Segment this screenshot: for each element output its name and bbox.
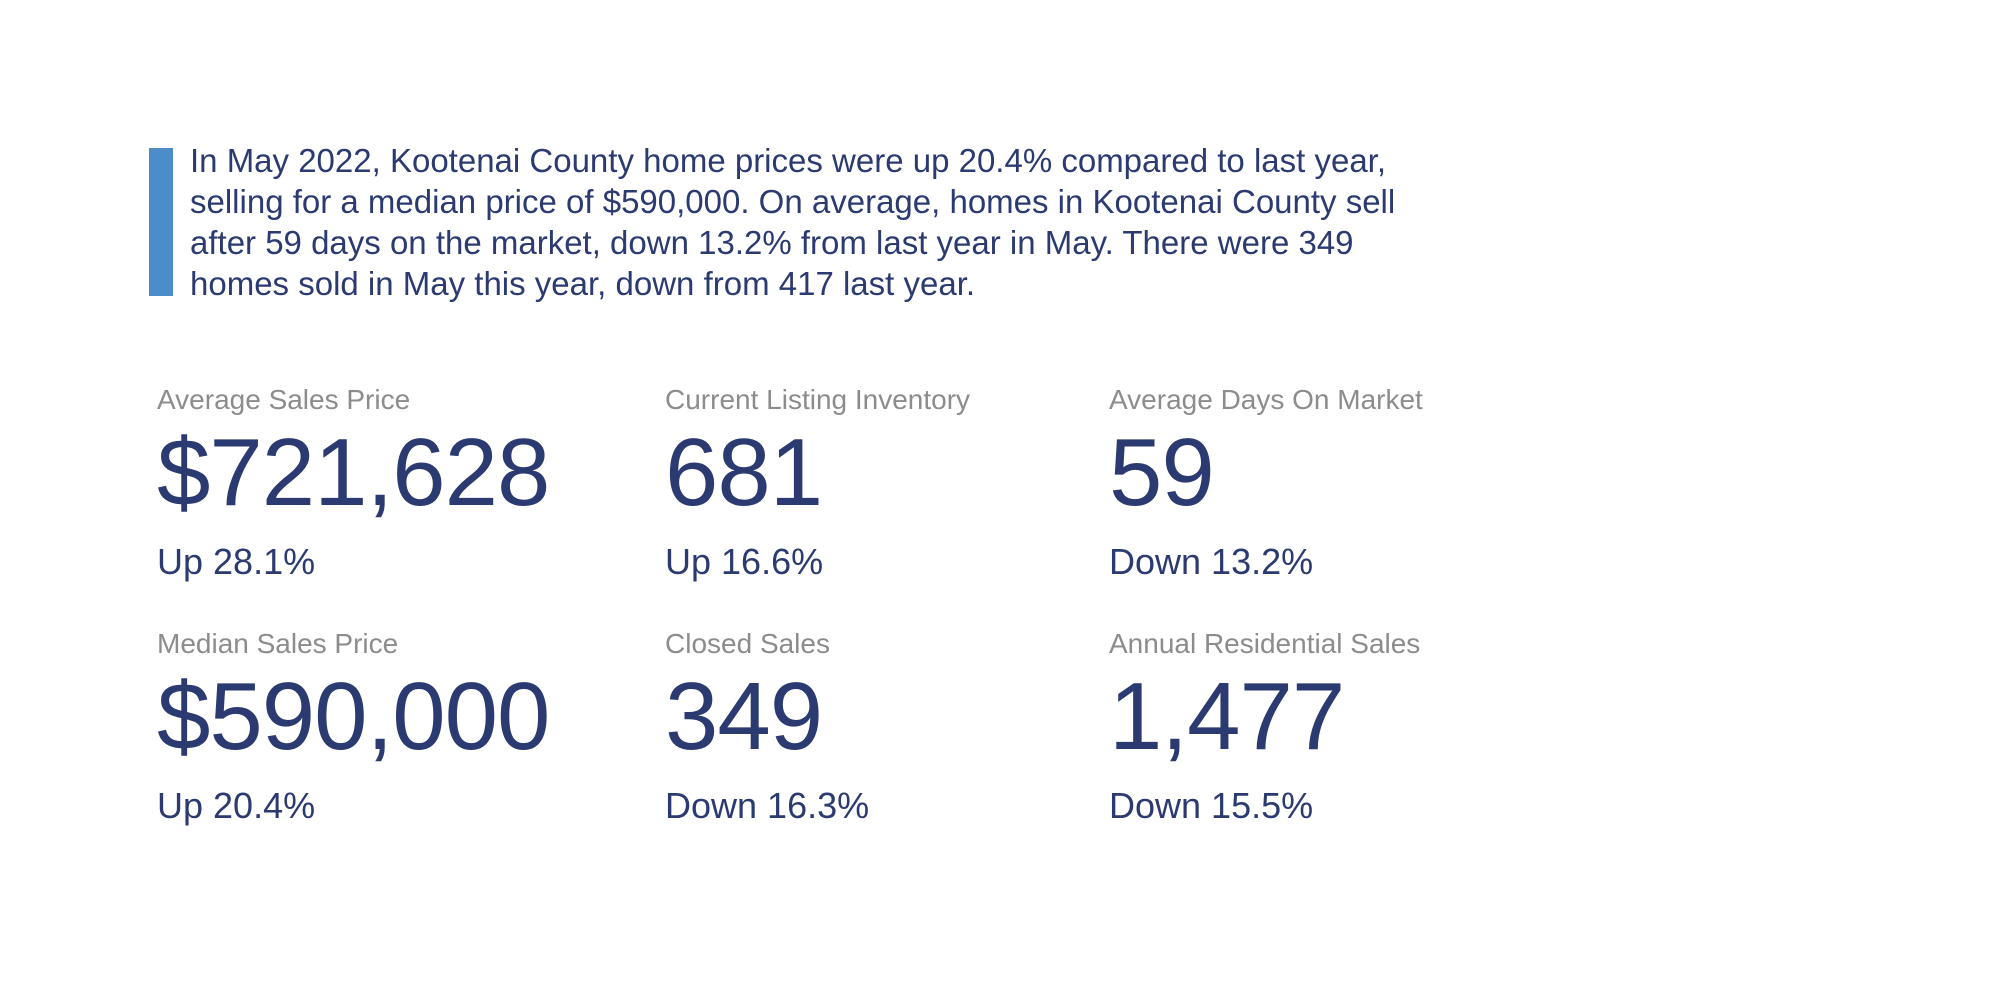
- stat-label: Median Sales Price: [157, 628, 399, 659]
- stat-card-median-sales-price: Median Sales Price $590,000 Up 20.4%: [157, 628, 665, 826]
- stat-label: Current Listing Inventory: [665, 384, 971, 415]
- stat-change: Down 16.3%: [665, 785, 870, 826]
- summary-text: In May 2022, Kootenai County home prices…: [190, 142, 1396, 302]
- stat-change: Up 20.4%: [157, 785, 316, 826]
- summary-accent-bar: [149, 148, 173, 296]
- stat-card-average-sales-price: Average Sales Price $721,628 Up 28.1%: [157, 384, 665, 582]
- stat-change: Up 28.1%: [157, 541, 316, 582]
- stat-label: Average Sales Price: [157, 384, 411, 415]
- stat-value: 1,477: [1109, 663, 1345, 770]
- stat-card-closed-sales: Closed Sales 349 Down 16.3%: [665, 628, 1109, 826]
- stats-grid: Average Sales Price $721,628 Up 28.1% Cu…: [157, 384, 1649, 826]
- stat-card-annual-residential-sales: Annual Residential Sales 1,477 Down 15.5…: [1109, 628, 1649, 826]
- stat-change: Down 13.2%: [1109, 541, 1314, 582]
- stat-label: Average Days On Market: [1109, 384, 1423, 415]
- stat-card-current-listing-inventory: Current Listing Inventory 681 Up 16.6%: [665, 384, 1109, 582]
- market-summary-blockquote: In May 2022, Kootenai County home prices…: [149, 140, 1430, 304]
- stat-change: Up 16.6%: [665, 541, 824, 582]
- stat-card-average-days-on-market: Average Days On Market 59 Down 13.2%: [1109, 384, 1649, 582]
- stat-value: 681: [665, 419, 823, 526]
- stat-label: Closed Sales: [665, 628, 830, 659]
- stat-value: 59: [1109, 419, 1215, 526]
- stat-label: Annual Residential Sales: [1109, 628, 1421, 659]
- stat-value: $590,000: [157, 663, 550, 770]
- stat-change: Down 15.5%: [1109, 785, 1314, 826]
- stat-value: $721,628: [157, 419, 550, 526]
- stat-value: 349: [665, 663, 823, 770]
